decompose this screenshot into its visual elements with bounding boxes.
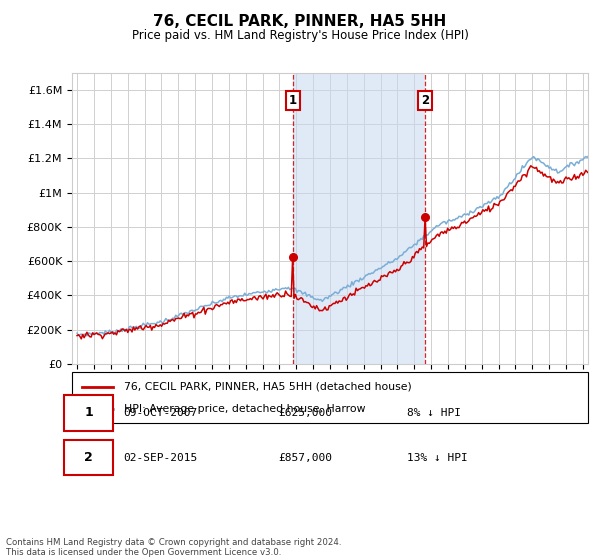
Text: £857,000: £857,000 xyxy=(278,453,332,463)
Text: 02-SEP-2015: 02-SEP-2015 xyxy=(124,453,198,463)
Text: 1: 1 xyxy=(84,407,93,419)
FancyBboxPatch shape xyxy=(64,395,113,431)
Text: 2: 2 xyxy=(84,451,93,464)
Text: 13% ↓ HPI: 13% ↓ HPI xyxy=(407,453,468,463)
Text: 1: 1 xyxy=(289,94,297,107)
Text: 8% ↓ HPI: 8% ↓ HPI xyxy=(407,408,461,418)
Text: Price paid vs. HM Land Registry's House Price Index (HPI): Price paid vs. HM Land Registry's House … xyxy=(131,29,469,42)
FancyBboxPatch shape xyxy=(64,440,113,475)
Text: 76, CECIL PARK, PINNER, HA5 5HH: 76, CECIL PARK, PINNER, HA5 5HH xyxy=(154,14,446,29)
Text: Contains HM Land Registry data © Crown copyright and database right 2024.
This d: Contains HM Land Registry data © Crown c… xyxy=(6,538,341,557)
Text: 2: 2 xyxy=(421,94,429,107)
Text: 09-OCT-2007: 09-OCT-2007 xyxy=(124,408,198,418)
Bar xyxy=(293,73,425,364)
Text: 76, CECIL PARK, PINNER, HA5 5HH (detached house): 76, CECIL PARK, PINNER, HA5 5HH (detache… xyxy=(124,381,412,391)
Text: £625,000: £625,000 xyxy=(278,408,332,418)
FancyBboxPatch shape xyxy=(72,372,588,423)
Text: HPI: Average price, detached house, Harrow: HPI: Average price, detached house, Harr… xyxy=(124,404,365,414)
